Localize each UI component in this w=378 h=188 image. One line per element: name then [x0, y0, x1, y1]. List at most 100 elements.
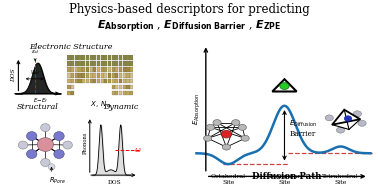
Bar — [71, 91, 74, 95]
Bar — [101, 73, 104, 78]
Circle shape — [325, 115, 333, 121]
Bar — [119, 61, 122, 66]
Circle shape — [344, 116, 352, 121]
Bar — [79, 55, 82, 60]
Bar — [101, 67, 104, 72]
Bar — [86, 55, 89, 60]
Bar — [104, 55, 107, 60]
Bar — [115, 73, 118, 78]
Circle shape — [353, 111, 361, 117]
Bar — [126, 55, 130, 60]
Bar — [93, 73, 96, 78]
Bar — [93, 79, 96, 83]
Bar — [119, 67, 122, 72]
Bar — [82, 55, 85, 60]
Bar — [90, 73, 93, 78]
Text: Electronic Structure: Electronic Structure — [29, 43, 113, 51]
Bar — [122, 55, 126, 60]
Text: Phonons: Phonons — [82, 132, 87, 154]
Circle shape — [48, 164, 55, 170]
Bar — [112, 67, 115, 72]
Text: $\varepsilon_d$: $\varepsilon_d$ — [31, 49, 39, 56]
Text: $X,\ N_e$: $X,\ N_e$ — [90, 99, 111, 110]
Bar — [130, 55, 133, 60]
Bar — [71, 79, 74, 83]
Bar — [130, 67, 133, 72]
Bar — [126, 73, 130, 78]
Bar — [126, 61, 130, 66]
Bar — [126, 85, 130, 89]
Bar — [126, 67, 130, 72]
Circle shape — [63, 141, 73, 149]
Circle shape — [41, 158, 50, 167]
Bar — [112, 79, 115, 83]
Bar — [104, 61, 107, 66]
Bar — [130, 79, 133, 83]
Bar — [126, 91, 130, 95]
Bar — [79, 79, 82, 83]
Bar — [122, 79, 126, 83]
Bar — [130, 73, 133, 78]
Bar — [82, 79, 85, 83]
Bar — [67, 91, 71, 95]
Bar — [79, 67, 82, 72]
Bar — [122, 85, 126, 89]
Text: $\boldsymbol{E}_{\mathbf{Absorption}}$ , $\boldsymbol{E}_{\mathbf{Diffusion\ Bar: $\boldsymbol{E}_{\mathbf{Absorption}}$ ,… — [97, 18, 281, 35]
Circle shape — [232, 120, 240, 126]
Bar — [108, 67, 111, 72]
Bar — [119, 91, 122, 95]
Bar — [115, 55, 118, 60]
Circle shape — [336, 127, 345, 133]
Text: $E_{\mathrm{Diffusion}}$
Barrier: $E_{\mathrm{Diffusion}}$ Barrier — [289, 118, 318, 138]
Bar — [119, 73, 122, 78]
Bar — [93, 67, 96, 72]
Bar — [130, 85, 133, 89]
Text: Physics-based descriptors for predicting: Physics-based descriptors for predicting — [69, 3, 309, 16]
Bar — [97, 55, 100, 60]
Bar — [101, 79, 104, 83]
Bar — [67, 67, 71, 72]
Text: Dynamic: Dynamic — [103, 103, 138, 111]
Circle shape — [280, 83, 289, 89]
Bar — [115, 79, 118, 83]
Bar — [86, 79, 89, 83]
Circle shape — [241, 135, 249, 141]
Bar — [82, 73, 85, 78]
Bar — [79, 73, 82, 78]
Bar — [93, 55, 96, 60]
Bar — [67, 61, 71, 66]
Bar — [90, 79, 93, 83]
Circle shape — [26, 150, 37, 158]
Bar — [130, 61, 133, 66]
Bar — [122, 91, 126, 95]
Text: $\omega$: $\omega$ — [134, 146, 141, 154]
Bar — [108, 55, 111, 60]
Circle shape — [206, 124, 215, 130]
Text: $R_{Pore}$: $R_{Pore}$ — [50, 176, 66, 186]
Bar — [101, 61, 104, 66]
Bar — [108, 79, 111, 83]
Text: $W_d$: $W_d$ — [30, 68, 40, 77]
Bar — [75, 55, 78, 60]
Bar — [71, 67, 74, 72]
Bar — [115, 91, 118, 95]
Bar — [112, 73, 115, 78]
Bar — [97, 67, 100, 72]
Text: Structural: Structural — [17, 103, 58, 111]
Bar — [75, 79, 78, 83]
Bar — [108, 61, 111, 66]
Bar — [112, 85, 115, 89]
Bar — [90, 61, 93, 66]
Bar — [71, 55, 74, 60]
Text: Diffusion Path: Diffusion Path — [251, 172, 321, 181]
Bar — [119, 85, 122, 89]
Bar — [97, 61, 100, 66]
Bar — [104, 73, 107, 78]
Bar — [71, 61, 74, 66]
Circle shape — [41, 124, 50, 132]
Bar — [130, 91, 133, 95]
Circle shape — [37, 138, 53, 151]
Polygon shape — [332, 110, 360, 125]
Bar — [108, 73, 111, 78]
Text: $E\!-\!E_f$: $E\!-\!E_f$ — [33, 96, 49, 105]
